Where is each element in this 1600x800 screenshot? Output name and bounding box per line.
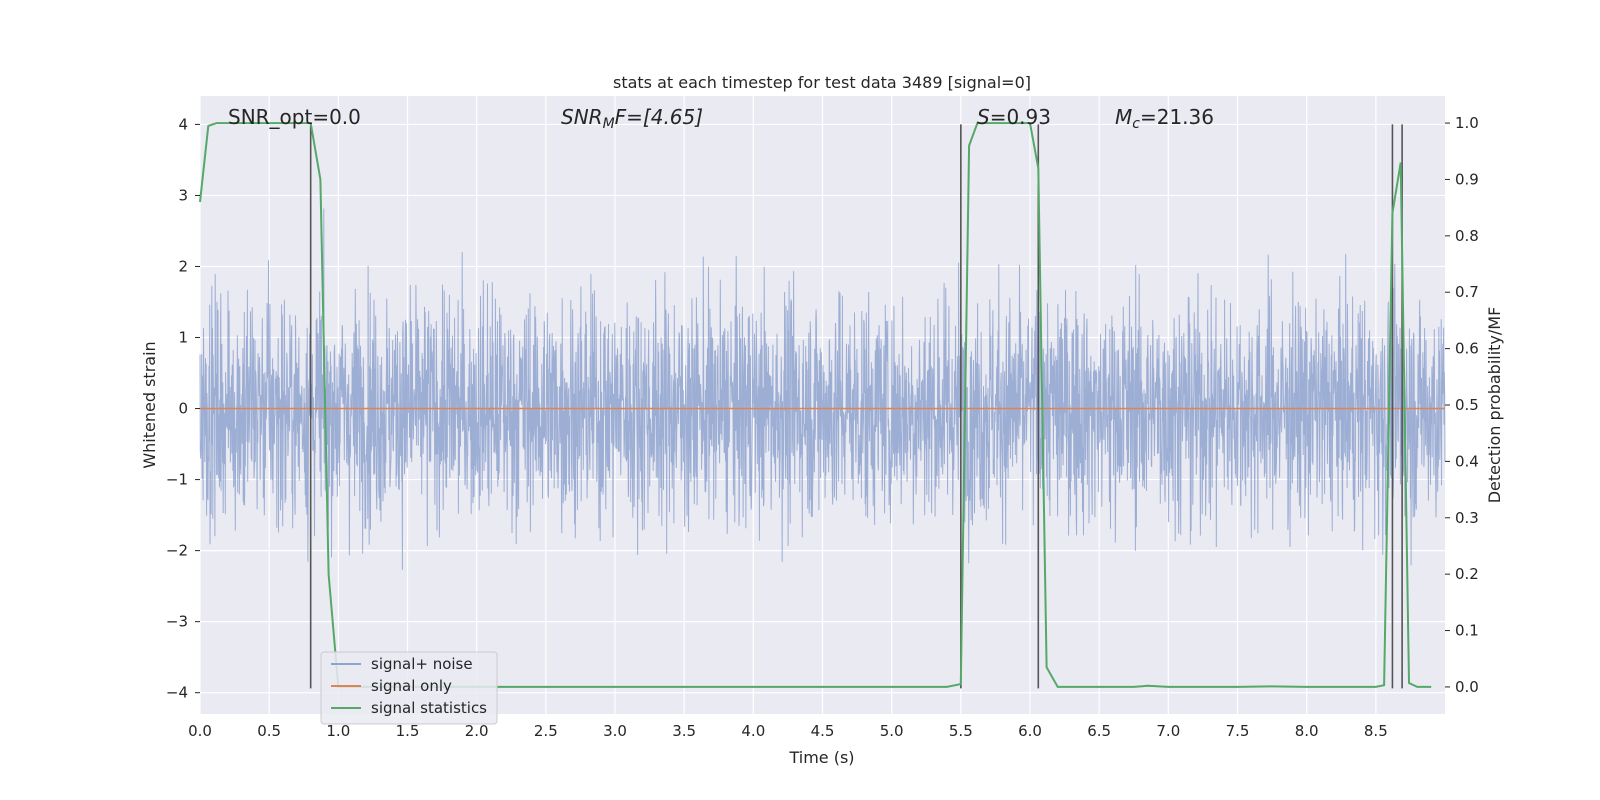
y-axis-ticks: −4 −3 −2 −1 0 1 2 3 4 <box>166 115 200 702</box>
y2-tick-label-9: 0.9 <box>1455 170 1479 188</box>
y2-tick-label-10: 1.0 <box>1455 114 1479 132</box>
signal-statistics-series <box>199 122 1432 688</box>
x-tick-label-4: 2.0 <box>465 722 489 740</box>
x-tick-label-0: 0.0 <box>188 722 212 740</box>
y-tick-label-1: −3 <box>166 613 188 631</box>
x-tick-label-6: 3.0 <box>603 722 627 740</box>
annotation-snr-mf-base: SNR <box>561 105 603 129</box>
signal-noise-line <box>199 208 1446 570</box>
x-tick-label-13: 6.5 <box>1087 722 1111 740</box>
x-tick-label-9: 4.5 <box>811 722 835 740</box>
y2-tick-label-6: 0.6 <box>1455 340 1479 358</box>
y2-tick-label-2: 0.2 <box>1455 565 1479 583</box>
x-tick-label-14: 7.0 <box>1156 722 1180 740</box>
annotation-s-value: =0.93 <box>990 105 1051 129</box>
y2-tick-label-1: 0.1 <box>1455 622 1479 640</box>
annotation-mc-sub: c <box>1132 116 1140 132</box>
y2-tick-label-8: 0.8 <box>1455 227 1479 245</box>
x-tick-label-15: 7.5 <box>1226 722 1250 740</box>
x-tick-label-3: 1.5 <box>396 722 420 740</box>
y-tick-label-6: 2 <box>178 257 188 275</box>
annotation-s-symbol: S <box>977 105 990 129</box>
x-axis-ticks: 0.0 0.5 1.0 1.5 2.0 2.5 3.0 3.5 4.0 4.5 5.0 5.5 6.0 6… <box>188 722 1388 740</box>
y-tick-label-5: 1 <box>178 329 188 347</box>
y-tick-label-7: 3 <box>178 186 188 204</box>
legend: signal+ noise signal only signal statist… <box>320 651 498 725</box>
y-tick-label-0: −4 <box>166 684 188 702</box>
y2-tick-label-5: 0.5 <box>1455 396 1479 414</box>
y-tick-label-2: −2 <box>166 542 188 560</box>
x-tick-label-2: 1.0 <box>326 722 350 740</box>
legend-label-stats: signal statistics <box>371 699 487 717</box>
y2-tick-label-7: 0.7 <box>1455 283 1479 301</box>
signal-noise-series <box>199 208 1446 570</box>
y-tick-label-4: 0 <box>178 400 188 418</box>
x-tick-label-12: 6.0 <box>1018 722 1042 740</box>
x-tick-label-5: 2.5 <box>534 722 558 740</box>
annotation-snr-mf-sub: M <box>603 116 615 132</box>
x-tick-label-1: 0.5 <box>257 722 281 740</box>
x-tick-label-16: 8.0 <box>1295 722 1319 740</box>
y-axis-label: Whitened strain <box>140 341 159 468</box>
annotation-snr-opt: SNR_opt=0.0 <box>228 105 361 129</box>
x-tick-label-7: 3.5 <box>672 722 696 740</box>
y-tick-label-3: −1 <box>166 471 188 489</box>
x-tick-label-11: 5.5 <box>949 722 973 740</box>
y2-tick-label-4: 0.4 <box>1455 452 1479 470</box>
annotation-s: S=0.93 <box>977 105 1051 129</box>
legend-box <box>320 651 498 725</box>
y2-axis-ticks: 0.0 0.1 0.2 0.3 0.4 0.5 0.6 0.7 0.8 0.9 1.0 <box>1445 114 1479 696</box>
annotation-snr-mf: SNRMF=[4.65] <box>561 105 703 132</box>
annotation-snr-mf-rest: F=[4.65] <box>615 105 703 129</box>
annotation-mc-symbol: M <box>1115 105 1132 129</box>
y2-tick-label-0: 0.0 <box>1455 678 1479 696</box>
annotation-mc-value: =21.36 <box>1140 105 1214 129</box>
x-tick-label-17: 8.5 <box>1364 722 1388 740</box>
y-tick-label-8: 4 <box>178 115 188 133</box>
legend-label-signal: signal only <box>371 677 452 695</box>
x-tick-label-8: 4.0 <box>741 722 765 740</box>
signal-statistics-line <box>199 122 1432 688</box>
y2-tick-label-3: 0.3 <box>1455 509 1479 527</box>
legend-label-noise: signal+ noise <box>371 655 473 673</box>
annotation-mc: Mc=21.36 <box>1115 105 1214 132</box>
y2-axis-label: Detection probability/MF <box>1485 307 1504 504</box>
x-tick-label-10: 5.0 <box>880 722 904 740</box>
x-axis-label: Time (s) <box>788 748 854 767</box>
chart-title: stats at each timestep for test data 348… <box>613 73 1031 92</box>
